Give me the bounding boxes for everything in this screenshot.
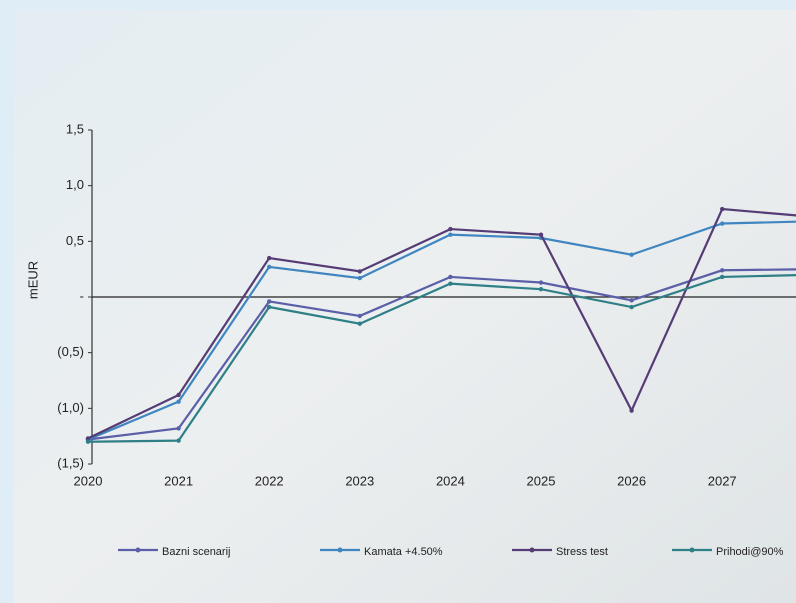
data-point — [448, 232, 453, 237]
data-point — [357, 321, 362, 326]
data-point — [629, 408, 634, 413]
data-point — [629, 298, 634, 303]
legend-marker — [337, 547, 343, 553]
data-point — [176, 392, 181, 398]
legend-label: Prihodi@90% — [716, 546, 784, 558]
data-point — [85, 436, 91, 441]
data-point — [448, 226, 453, 232]
legend-marker — [135, 547, 141, 553]
data-point — [357, 269, 362, 274]
data-point — [267, 264, 272, 270]
legend-label: Bazni scenarij — [162, 546, 230, 558]
data-point — [267, 299, 272, 304]
x-tick-label: 2024 — [436, 473, 465, 488]
x-tick-label: 2027 — [708, 473, 737, 488]
y-tick-label: - — [80, 288, 84, 303]
data-point — [267, 304, 272, 310]
data-point — [629, 252, 634, 257]
data-point — [176, 438, 181, 443]
y-tick-label: 1,0 — [66, 177, 84, 192]
y-tick-label: 0,5 — [66, 233, 84, 248]
x-tick-label: 2022 — [255, 473, 284, 488]
data-point — [538, 232, 544, 237]
x-tick-label: 2021 — [164, 473, 193, 488]
data-point — [448, 274, 453, 280]
data-point — [720, 221, 725, 226]
data-point — [720, 268, 725, 273]
y-tick-label: (0,5) — [57, 344, 84, 359]
data-point — [176, 399, 181, 404]
x-tick-label: 2023 — [345, 473, 374, 488]
x-tick-label: 2026 — [617, 473, 646, 488]
data-point — [720, 206, 725, 212]
y-axis-label: mEUR — [25, 261, 40, 299]
y-tick-label: (1,0) — [57, 400, 84, 415]
x-tick-label: 2020 — [74, 473, 103, 488]
data-point — [538, 280, 544, 285]
data-point — [629, 304, 634, 310]
data-point — [267, 255, 272, 261]
data-point — [720, 274, 725, 280]
paper — [14, 10, 796, 603]
data-point — [357, 275, 362, 281]
data-point — [538, 287, 544, 292]
data-point — [448, 281, 453, 286]
legend-marker — [689, 547, 695, 553]
data-point — [176, 426, 181, 431]
legend-label: Kamata +4.50% — [364, 546, 443, 558]
data-point — [85, 439, 91, 444]
legend-label: Stress test — [556, 546, 608, 558]
legend-marker — [529, 547, 535, 553]
y-tick-label: 1,5 — [66, 121, 84, 136]
x-tick-label: 2025 — [527, 473, 556, 488]
y-tick-label: (1,5) — [57, 455, 84, 470]
data-point — [357, 313, 362, 319]
